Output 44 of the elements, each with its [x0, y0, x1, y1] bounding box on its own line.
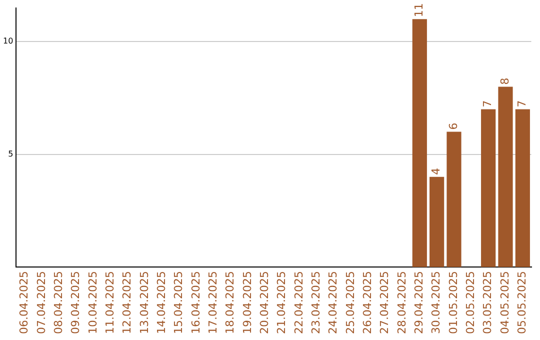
x-tick-label: 26.04.2025: [361, 271, 374, 334]
x-tick-label: 05.05.2025: [516, 271, 529, 334]
x-tick-label: 19.04.2025: [240, 271, 254, 334]
x-tick-label: 24.04.2025: [326, 271, 340, 334]
bar: [515, 109, 530, 268]
x-tick-label: 30.04.2025: [430, 271, 443, 334]
y-tick-label: 10: [2, 36, 14, 46]
x-tick-label: 04.05.2025: [498, 271, 512, 334]
x-tick-label: 08.04.2025: [52, 271, 65, 334]
x-tick-label: 23.04.2025: [309, 271, 322, 334]
bar: [430, 176, 444, 268]
x-tick-label: 17.04.2025: [206, 271, 220, 334]
x-tick-label: 18.04.2025: [224, 271, 237, 334]
data-label: 7: [481, 100, 494, 108]
x-tick-label: 11.04.2025: [103, 271, 116, 334]
x-tick-label: 16.04.2025: [189, 271, 202, 334]
x-tick-label: 27.04.2025: [378, 271, 392, 334]
x-tick-label: 02.05.2025: [464, 271, 478, 334]
x-tick-label: 25.04.2025: [344, 271, 357, 334]
bar: [446, 132, 462, 268]
data-label: 7: [516, 100, 529, 108]
y-tick-label: 5: [8, 149, 14, 158]
data-label: 4: [430, 168, 443, 175]
x-tick-label: 12.04.2025: [120, 271, 134, 334]
x-tick-label: 10.04.2025: [86, 271, 100, 334]
x-tick-label: 03.05.2025: [481, 271, 494, 334]
x-tick-label: 28.04.2025: [395, 271, 408, 334]
bar: [412, 19, 427, 268]
x-tick-label: 20.04.2025: [258, 271, 271, 334]
bar: [498, 86, 513, 268]
x-tick-label: 22.04.2025: [292, 271, 306, 334]
x-tick-label: 09.04.2025: [69, 271, 82, 334]
data-label: 6: [446, 122, 460, 130]
x-tick-label: 06.04.2025: [18, 271, 31, 334]
x-tick-label: 13.04.2025: [138, 271, 151, 334]
x-tick-label: 01.05.2025: [446, 271, 460, 334]
x-tick-label: 21.04.2025: [275, 271, 288, 334]
x-tick-label: 07.04.2025: [34, 271, 48, 334]
data-label: 11: [412, 3, 426, 18]
data-label: 8: [498, 78, 512, 85]
x-tick-label: 15.04.2025: [172, 271, 186, 334]
x-tick-label: 14.04.2025: [154, 271, 168, 334]
bar: [481, 109, 496, 268]
x-tick-label: 29.04.2025: [412, 271, 426, 334]
